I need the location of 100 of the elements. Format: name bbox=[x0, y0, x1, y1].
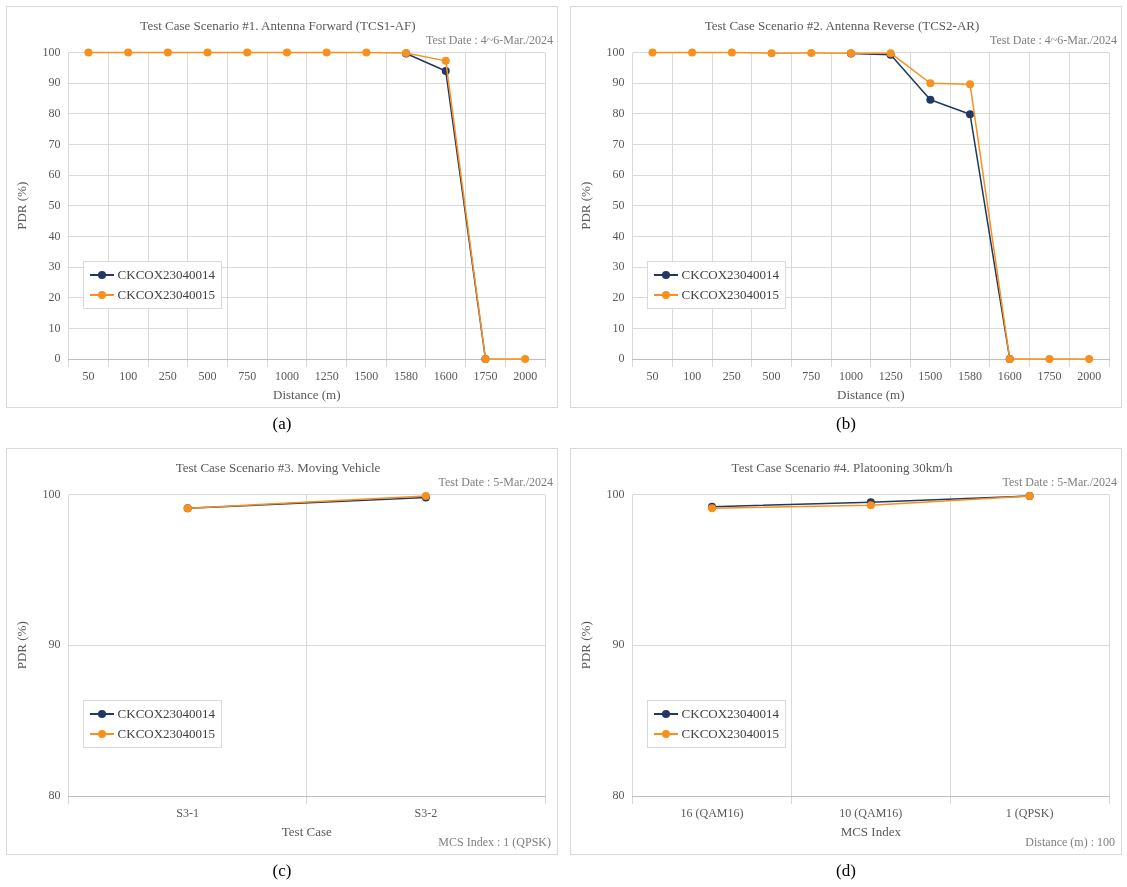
y-tick-label: 100 bbox=[606, 486, 625, 501]
x-axis-title: Distance (m) bbox=[837, 386, 905, 402]
text: Test Date : 5-Mar./2024 bbox=[1002, 474, 1117, 490]
point bbox=[124, 48, 133, 57]
text: Test Date : 5-Mar./2024 bbox=[438, 474, 553, 490]
y-tick-label: 80 bbox=[48, 106, 61, 121]
x-tick-label: 1250 bbox=[878, 369, 903, 384]
y-tick-label: 30 bbox=[48, 259, 61, 274]
y-tick-label: 90 bbox=[612, 75, 625, 90]
point bbox=[243, 48, 252, 57]
y-tick-label: 10 bbox=[48, 320, 61, 335]
x-tick-label: 1 (QPSK) bbox=[1005, 806, 1054, 821]
x-tick-label: 500 bbox=[762, 369, 781, 384]
y-tick-label: 20 bbox=[612, 289, 625, 304]
y-tick-label: 70 bbox=[48, 136, 61, 151]
x-tick-label: 500 bbox=[198, 369, 217, 384]
chart-title: Test Case Scenario #4. Platooning 30km/h bbox=[731, 460, 953, 476]
y-tick-label: 100 bbox=[42, 44, 61, 59]
y-tick-label: 80 bbox=[612, 106, 625, 121]
text: MCS Index : 1 (QPSK) bbox=[438, 835, 551, 850]
point bbox=[441, 56, 450, 65]
point bbox=[966, 110, 975, 119]
y-tick-label: 0 bbox=[54, 351, 61, 366]
x-tick-label: 250 bbox=[158, 369, 177, 384]
x-tick-label: 1580 bbox=[958, 369, 983, 384]
x-tick-label: 750 bbox=[802, 369, 821, 384]
y-tick-label: 90 bbox=[48, 75, 61, 90]
point bbox=[966, 80, 975, 89]
point bbox=[767, 49, 776, 58]
chart-title: Test Case Scenario #3. Moving Vehicle bbox=[175, 460, 381, 476]
chart-title: Test Case Scenario #2. Antenna Reverse (TCS2-AR) bbox=[704, 18, 980, 34]
y-tick-label: 20 bbox=[48, 289, 61, 304]
legend-label: CKCOX23040014 bbox=[681, 705, 780, 722]
y-tick-label: 0 bbox=[618, 351, 625, 366]
x-tick-label: 250 bbox=[722, 369, 741, 384]
y-axis-title: PDR (%) bbox=[578, 621, 594, 670]
y-tick-label: 60 bbox=[48, 167, 61, 182]
point bbox=[84, 48, 93, 57]
point bbox=[807, 48, 816, 57]
x-tick-label: 1250 bbox=[314, 369, 339, 384]
x-axis-title: Distance (m) bbox=[273, 386, 341, 402]
y-tick-label: 80 bbox=[612, 788, 625, 803]
text: (d) bbox=[835, 861, 857, 882]
point bbox=[688, 48, 697, 57]
point bbox=[926, 95, 935, 104]
text: Test Date : 4~6-Mar./2024 bbox=[426, 32, 553, 48]
text: (b) bbox=[835, 414, 857, 435]
x-tick-label: 50 bbox=[82, 369, 95, 384]
x-tick-label: 10 (QAM16) bbox=[839, 806, 903, 821]
x-tick-label: 50 bbox=[646, 369, 659, 384]
x-tick-label: 1580 bbox=[394, 369, 419, 384]
legend-label: CKCOX23040014 bbox=[117, 266, 216, 283]
x-tick-label: 1000 bbox=[838, 369, 863, 384]
text: Test Date : 4~6-Mar./2024 bbox=[990, 32, 1117, 48]
point bbox=[727, 48, 736, 57]
y-tick-label: 60 bbox=[612, 167, 625, 182]
x-tick-label: 750 bbox=[238, 369, 257, 384]
point bbox=[203, 48, 212, 57]
point bbox=[648, 48, 657, 57]
y-tick-label: 40 bbox=[48, 228, 61, 243]
x-tick-label: 1750 bbox=[473, 369, 498, 384]
y-tick-label: 100 bbox=[42, 486, 61, 501]
x-tick-label: 1000 bbox=[274, 369, 299, 384]
y-tick-label: 90 bbox=[612, 637, 625, 652]
point bbox=[322, 48, 331, 57]
point bbox=[521, 355, 530, 363]
y-axis-title: PDR (%) bbox=[14, 181, 30, 230]
y-tick-label: 100 bbox=[606, 44, 625, 59]
y-tick-label: 10 bbox=[612, 320, 625, 335]
y-axis-title: PDR (%) bbox=[14, 621, 30, 670]
x-tick-label: 1500 bbox=[918, 369, 943, 384]
y-tick-label: 30 bbox=[612, 259, 625, 274]
legend-label: CKCOX23040015 bbox=[681, 725, 780, 742]
point bbox=[163, 48, 172, 57]
x-tick-label: 16 (QAM16) bbox=[680, 806, 744, 821]
x-tick-label: S3-2 bbox=[414, 806, 438, 821]
legend-label: CKCOX23040015 bbox=[117, 286, 216, 303]
point bbox=[282, 48, 291, 57]
x-tick-label: 1500 bbox=[354, 369, 379, 384]
point bbox=[1045, 355, 1054, 363]
x-tick-label: S3-1 bbox=[176, 806, 200, 821]
x-tick-label: 100 bbox=[683, 369, 702, 384]
text: Distance (m) : 100 bbox=[1025, 835, 1115, 850]
legend-label: CKCOX23040014 bbox=[681, 266, 780, 283]
x-tick-label: 1750 bbox=[1037, 369, 1062, 384]
y-tick-label: 70 bbox=[612, 136, 625, 151]
legend-label: CKCOX23040015 bbox=[117, 725, 216, 742]
x-tick-label: 2000 bbox=[513, 369, 538, 384]
y-tick-label: 40 bbox=[612, 228, 625, 243]
y-tick-label: 50 bbox=[48, 197, 61, 212]
y-tick-label: 80 bbox=[48, 788, 61, 803]
x-tick-label: 2000 bbox=[1077, 369, 1102, 384]
point bbox=[1085, 355, 1094, 363]
x-tick-label: 1600 bbox=[997, 369, 1022, 384]
point bbox=[926, 79, 935, 88]
chart-title: Test Case Scenario #1. Antenna Forward (TCS1-AF) bbox=[140, 18, 416, 34]
text: (a) bbox=[271, 414, 293, 435]
point bbox=[362, 48, 371, 57]
legend-label: CKCOX23040015 bbox=[681, 286, 780, 303]
legend-label: CKCOX23040014 bbox=[117, 705, 216, 722]
